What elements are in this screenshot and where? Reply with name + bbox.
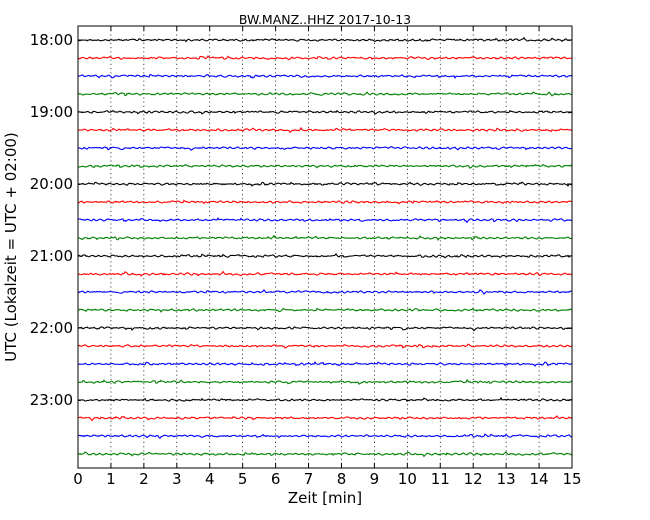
x-tick-label: 7 [304,470,314,488]
x-tick-label: 13 [497,470,516,488]
trace-line [77,36,573,43]
trace-line [77,396,573,403]
trace-line [77,307,573,313]
x-tick-label: 12 [464,470,483,488]
trace-line [77,343,573,349]
chart-title: BW.MANZ..HHZ 2017-10-13 [239,12,411,27]
trace-line [77,326,573,332]
x-tick-label: 6 [271,470,281,488]
trace-line [77,73,573,80]
x-axis-label: Zeit [min] [288,489,362,507]
x-ticks: 0 1 2 3 4 5 6 7 8 9 10 11 12 13 14 15 [73,26,582,488]
x-tick-label: 3 [172,470,182,488]
x-tick-label: 8 [337,470,347,488]
y-tick-label: 19:00 [30,103,73,121]
trace-line [77,433,573,439]
trace-line [77,181,573,187]
trace-line [77,163,573,169]
y-tick-label: 23:00 [30,391,73,409]
trace-line [77,378,573,385]
trace-line [77,234,573,242]
x-tick-label: 5 [238,470,248,488]
y-axis-label: UTC (Lokalzeit = UTC + 02:00) [2,132,20,362]
trace-line [77,252,573,259]
trace-line [77,270,573,277]
trace-line [77,217,573,224]
y-tick-label: 20:00 [30,175,73,193]
y-tick-label: 21:00 [30,247,73,265]
x-tick-label: 2 [139,470,149,488]
x-tick-label: 4 [205,470,215,488]
trace-line [77,199,573,205]
x-tick-label: 14 [530,470,549,488]
trace-line [77,360,573,368]
trace-line [77,109,573,115]
x-tick-label: 15 [562,470,581,488]
x-tick-label: 11 [431,470,450,488]
plot-frame [77,25,573,469]
trace-line [77,126,573,134]
trace-line [77,288,573,295]
trace-line [77,451,573,458]
x-tick-label: 1 [106,470,116,488]
trace-line [77,55,573,61]
y-tick-label: 22:00 [30,319,73,337]
y-tick-label: 18:00 [30,31,73,49]
trace-lines [77,36,573,458]
trace-line [77,415,573,422]
x-tick-label: 9 [370,470,380,488]
y-ticks: 18:00 19:00 20:00 21:00 22:00 23:00 [30,31,572,409]
trace-line [77,146,573,151]
x-tick-label: 0 [73,470,83,488]
plot-area-background [78,26,572,468]
trace-line [77,91,573,97]
x-tick-label: 10 [398,470,417,488]
